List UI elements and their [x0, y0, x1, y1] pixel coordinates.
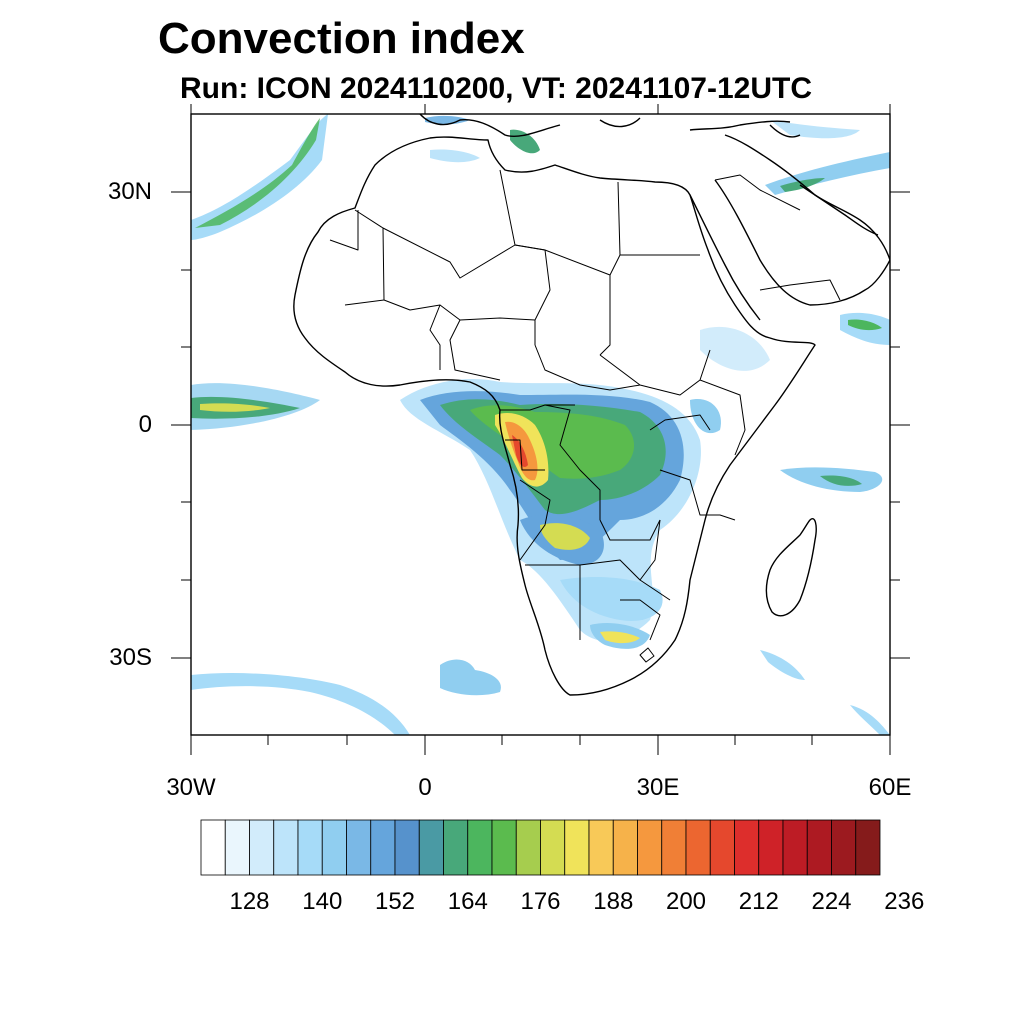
madagascar-coastline [765, 518, 817, 617]
colorbar-swatch [491, 819, 517, 876]
colorbar-swatch [418, 819, 444, 876]
colorbar-label: 200 [665, 888, 707, 915]
persian-gulf-coastline [799, 184, 879, 236]
lat-label-0: 0 [138, 411, 152, 438]
map-frame [171, 104, 910, 755]
colorbar-swatch [661, 819, 687, 876]
colorbar-swatch [249, 819, 275, 876]
colorbar-label: 152 [374, 888, 416, 915]
colorbar-label: 176 [520, 888, 561, 915]
colorbar-label: 140 [302, 888, 343, 915]
colorbar-label: 236 [884, 888, 925, 915]
colorbar-label: 212 [738, 888, 779, 915]
colorbar-swatch [297, 819, 323, 876]
colorbar-swatch [370, 819, 396, 876]
mediterranean-north-coastline [419, 114, 801, 138]
colorbar-swatch [758, 819, 784, 876]
colorbar-swatch [637, 819, 663, 876]
colorbar-swatch [467, 819, 493, 876]
country-borders [329, 169, 841, 663]
colorbar-swatch [564, 819, 590, 876]
colorbar-swatch [734, 819, 760, 876]
convection-area-northwest [191, 114, 328, 240]
colorbar-swatch [224, 819, 250, 876]
lat-label-30n: 30N [107, 178, 152, 205]
convection-area-south-atlantic [440, 659, 501, 696]
colorbar-swatch [612, 819, 638, 876]
lon-label-60e: 60E [868, 774, 912, 801]
colorbar-swatch [855, 819, 881, 876]
lon-label-30e: 30E [636, 774, 680, 801]
colorbar-label: 224 [811, 888, 852, 915]
colorbar-swatch [806, 819, 832, 876]
colorbar-swatch [782, 819, 808, 876]
colorbar-swatch [321, 819, 347, 876]
convection-max [512, 435, 528, 467]
red-sea-coastline [689, 194, 761, 321]
colorbar-swatch [709, 819, 735, 876]
colorbar-swatch [443, 819, 469, 876]
lat-label-30s: 30S [109, 644, 152, 671]
coastlines [293, 114, 890, 696]
colorbar-label: 164 [447, 888, 488, 915]
arabian-peninsula-coastline [714, 134, 890, 306]
map-title: Convection index [158, 14, 525, 63]
colorbar-swatch [540, 819, 566, 876]
colorbar-swatch [831, 819, 857, 876]
colorbar-label: 188 [593, 888, 634, 915]
lon-label-30w: 30W [166, 774, 216, 801]
colorbar-swatch [685, 819, 711, 876]
colorbar [200, 819, 881, 876]
colorbar-swatch [515, 819, 541, 876]
colorbar-swatch [273, 819, 299, 876]
convection-field [191, 114, 890, 735]
colorbar-swatch [200, 819, 226, 876]
colorbar-swatch [346, 819, 372, 876]
colorbar-swatch [394, 819, 420, 876]
lon-label-0: 0 [418, 774, 432, 801]
africa-coastline [293, 136, 816, 696]
colorbar-swatch [588, 819, 614, 876]
colorbar-label: 128 [229, 888, 270, 915]
run-subtitle: Run: ICON 2024110200, VT: 20241107-12UTC [180, 72, 813, 105]
